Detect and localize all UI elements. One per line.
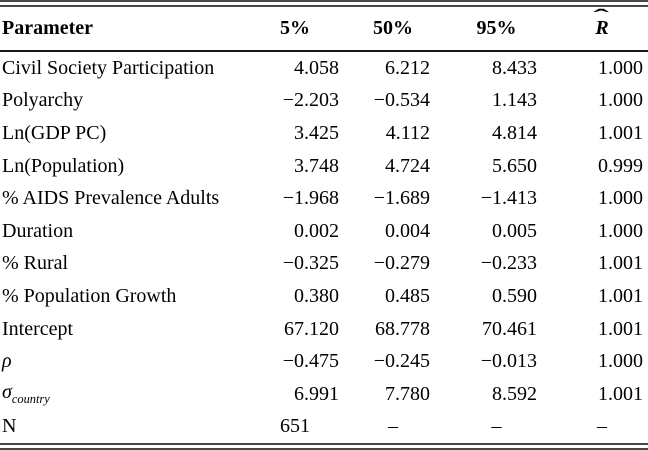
col-header-95pct: 95% [455,7,560,52]
value-cell-95pct: 5.650 [492,154,537,177]
value-cell-5pct: −1.968 [282,187,339,210]
value-cell-50pct: −0.245 [373,350,430,373]
value-cell-95pct: −0.233 [480,252,537,275]
param-cell: % Rural [2,252,69,275]
value-cell-rhat: – [597,415,607,438]
value-cell-5pct: 0.380 [294,284,339,307]
value-cell-50pct: 7.780 [385,382,430,405]
value-cell-5pct: 0.002 [294,219,339,242]
value-cell-95pct: 0.590 [492,284,537,307]
value-cell-50pct: −1.689 [373,187,430,210]
value-cell-5pct: 67.120 [284,317,339,340]
value-cell-rhat: 1.000 [598,89,643,112]
col-header-parameter: Parameter [0,7,250,52]
value-cell-5pct: 3.425 [294,121,339,144]
value-cell-50pct: 6.212 [385,56,430,79]
param-cell: Polyarchy [2,89,84,112]
value-cell-5pct: 6.991 [294,382,339,405]
param-cell: Duration [2,219,74,242]
table-row: % AIDS Prevalence Adults −1.968 −1.689 −… [0,182,648,215]
value-cell-rhat: 1.000 [598,56,643,79]
rhat-letter: R [595,17,609,39]
table-row: % Rural −0.325 −0.279 −0.233 1.001 [0,248,648,281]
param-cell: Civil Society Participation [2,56,215,79]
col-header-5pct: 5% [250,7,355,52]
param-cell: Ln(GDP PC) [2,121,107,144]
value-cell-95pct: 8.592 [492,382,537,405]
value-cell-50pct: 4.724 [385,154,430,177]
sigma-subscript: country [11,392,50,407]
value-cell-rhat: 1.000 [598,350,643,373]
param-cell-sigma-country: σcountry [0,378,250,411]
param-cell: % Population Growth [2,284,177,307]
value-cell-rhat: 0.999 [598,154,643,177]
table-row: ρ −0.475 −0.245 −0.013 1.000 [0,345,648,378]
table-row-n: N 651 – – – [0,411,648,444]
value-cell-5pct: 651 [280,415,310,438]
param-cell: % AIDS Prevalence Adults [2,187,220,210]
top-double-rule [0,0,648,7]
value-cell-rhat: 1.000 [598,219,643,242]
table-row: Duration 0.002 0.004 0.005 1.000 [0,215,648,248]
param-cell-rho: ρ [0,345,250,378]
value-cell-95pct: 1.143 [492,89,537,112]
value-cell-rhat: 1.001 [598,317,643,340]
table-row: Ln(Population) 3.748 4.724 5.650 0.999 [0,150,648,183]
value-cell-50pct: – [388,415,398,438]
value-cell-50pct: −0.279 [373,252,430,275]
value-cell-5pct: −0.475 [282,350,339,373]
value-cell-50pct: 68.778 [375,317,430,340]
param-cell: N [2,415,17,438]
value-cell-rhat: 1.000 [598,187,643,210]
value-cell-5pct: 4.058 [294,56,339,79]
value-cell-95pct: 8.433 [492,56,537,79]
sigma-symbol: σ [2,381,12,404]
value-cell-5pct: −0.325 [282,252,339,275]
table-row: Civil Society Participation 4.058 6.212 … [0,51,648,85]
value-cell-50pct: 0.004 [385,219,430,242]
hat-accent: ˆ [593,6,609,29]
table-row: σcountry 6.991 7.780 8.592 1.001 [0,378,648,411]
value-cell-rhat: 1.001 [598,121,643,144]
value-cell-5pct: 3.748 [294,154,339,177]
value-cell-rhat: 1.001 [598,252,643,275]
param-cell: Ln(Population) [2,154,125,177]
value-cell-50pct: 0.485 [385,284,430,307]
value-cell-rhat: 1.001 [598,284,643,307]
col-header-50pct: 50% [355,7,455,52]
param-cell: Intercept [2,317,74,340]
value-cell-rhat: 1.001 [598,382,643,405]
value-cell-50pct: 4.112 [385,121,430,144]
bottom-double-rule [0,443,648,450]
table-row: Ln(GDP PC) 3.425 4.112 4.814 1.001 [0,117,648,150]
value-cell-95pct: 70.461 [482,317,537,340]
value-cell-95pct: 4.814 [492,121,537,144]
value-cell-95pct: – [491,415,502,438]
value-cell-95pct: 0.005 [492,219,537,242]
value-cell-50pct: −0.534 [373,89,430,112]
value-cell-95pct: −0.013 [480,350,537,373]
table-row: Intercept 67.120 68.778 70.461 1.001 [0,313,648,346]
value-cell-5pct: −2.203 [282,89,339,112]
rho-symbol: ρ [2,350,12,373]
table-row: % Population Growth 0.380 0.485 0.590 1.… [0,280,648,313]
value-cell-95pct: −1.413 [480,187,537,210]
table-row: Polyarchy −2.203 −0.534 1.143 1.000 [0,85,648,118]
